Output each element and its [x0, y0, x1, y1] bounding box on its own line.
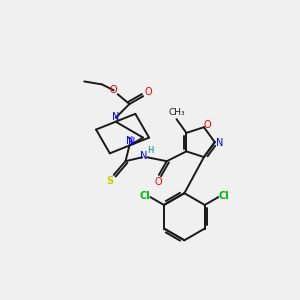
Text: N: N [112, 112, 119, 122]
Text: S: S [106, 176, 113, 186]
Text: Cl: Cl [219, 191, 230, 201]
Text: O: O [144, 87, 152, 97]
Text: N: N [128, 136, 135, 147]
Text: O: O [203, 120, 211, 130]
Text: O: O [110, 85, 118, 95]
Text: Cl: Cl [139, 191, 150, 201]
Text: N: N [140, 151, 148, 161]
Text: O: O [154, 177, 162, 187]
Text: H: H [147, 146, 153, 155]
Text: CH₃: CH₃ [168, 108, 185, 117]
Text: N: N [216, 138, 224, 148]
Text: N: N [126, 136, 133, 146]
